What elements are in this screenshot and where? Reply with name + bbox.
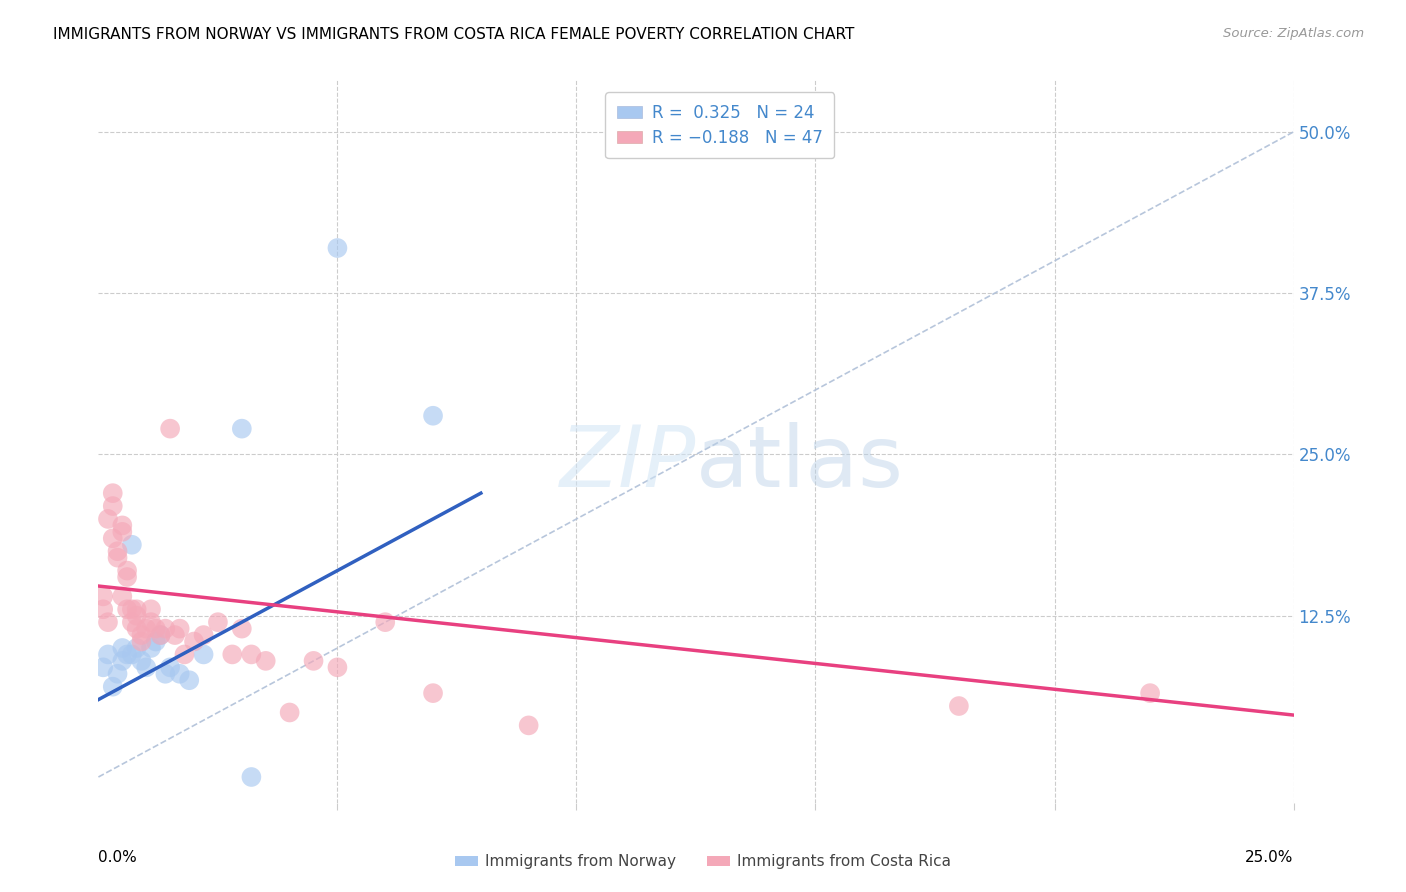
Point xyxy=(155,666,177,681)
Point xyxy=(125,602,148,616)
Text: 25.0%: 25.0% xyxy=(1246,850,1294,864)
Point xyxy=(155,622,177,636)
Point xyxy=(193,648,215,662)
Point xyxy=(121,615,143,630)
Point xyxy=(948,699,970,714)
Point xyxy=(326,660,349,674)
Point xyxy=(115,570,138,584)
Point xyxy=(111,640,134,655)
Point xyxy=(278,706,301,720)
Point xyxy=(101,486,124,500)
Point xyxy=(193,628,215,642)
Point xyxy=(374,615,396,630)
Point xyxy=(121,648,143,662)
Point xyxy=(231,622,253,636)
Point xyxy=(125,640,148,655)
Point xyxy=(97,512,120,526)
Point xyxy=(254,654,277,668)
Point xyxy=(169,666,191,681)
Point xyxy=(221,648,243,662)
Legend: Immigrants from Norway, Immigrants from Costa Rica: Immigrants from Norway, Immigrants from … xyxy=(449,848,957,875)
Point xyxy=(131,654,153,668)
Point xyxy=(111,654,134,668)
Point xyxy=(131,628,153,642)
Point xyxy=(125,622,148,636)
Point xyxy=(139,602,162,616)
Point xyxy=(1139,686,1161,700)
Point xyxy=(115,564,138,578)
Point xyxy=(179,673,201,688)
Point xyxy=(422,686,444,700)
Point xyxy=(139,615,162,630)
Point xyxy=(517,718,540,732)
Point xyxy=(149,628,172,642)
Point xyxy=(111,524,134,539)
Point xyxy=(207,615,229,630)
Point xyxy=(145,622,167,636)
Point xyxy=(231,422,253,436)
Point xyxy=(121,602,143,616)
Point xyxy=(326,241,349,255)
Point xyxy=(91,602,114,616)
Point xyxy=(107,544,129,558)
Point xyxy=(240,770,263,784)
Text: atlas: atlas xyxy=(696,422,904,505)
Point xyxy=(302,654,325,668)
Point xyxy=(91,590,114,604)
Point xyxy=(97,615,120,630)
Point xyxy=(240,648,263,662)
Point xyxy=(422,409,444,423)
Point xyxy=(107,666,129,681)
Text: Source: ZipAtlas.com: Source: ZipAtlas.com xyxy=(1223,27,1364,40)
Point xyxy=(91,660,114,674)
Point xyxy=(97,648,120,662)
Text: ZIP: ZIP xyxy=(560,422,696,505)
Point xyxy=(163,628,186,642)
Point xyxy=(101,531,124,545)
Point xyxy=(115,648,138,662)
Point xyxy=(107,550,129,565)
Point xyxy=(135,660,157,674)
Point xyxy=(159,422,181,436)
Point xyxy=(183,634,205,648)
Point xyxy=(131,634,153,648)
Point xyxy=(139,640,162,655)
Point xyxy=(173,648,195,662)
Point xyxy=(159,660,181,674)
Point xyxy=(111,518,134,533)
Point xyxy=(101,499,124,513)
Point xyxy=(121,538,143,552)
Point xyxy=(145,634,167,648)
Text: IMMIGRANTS FROM NORWAY VS IMMIGRANTS FROM COSTA RICA FEMALE POVERTY CORRELATION : IMMIGRANTS FROM NORWAY VS IMMIGRANTS FRO… xyxy=(53,27,855,42)
Point xyxy=(169,622,191,636)
Point xyxy=(149,628,172,642)
Point xyxy=(135,622,157,636)
Point xyxy=(111,590,134,604)
Point xyxy=(101,680,124,694)
Legend: R =  0.325   N = 24, R = −0.188   N = 47: R = 0.325 N = 24, R = −0.188 N = 47 xyxy=(605,92,835,158)
Text: 0.0%: 0.0% xyxy=(98,850,138,864)
Point xyxy=(115,602,138,616)
Point xyxy=(125,608,148,623)
